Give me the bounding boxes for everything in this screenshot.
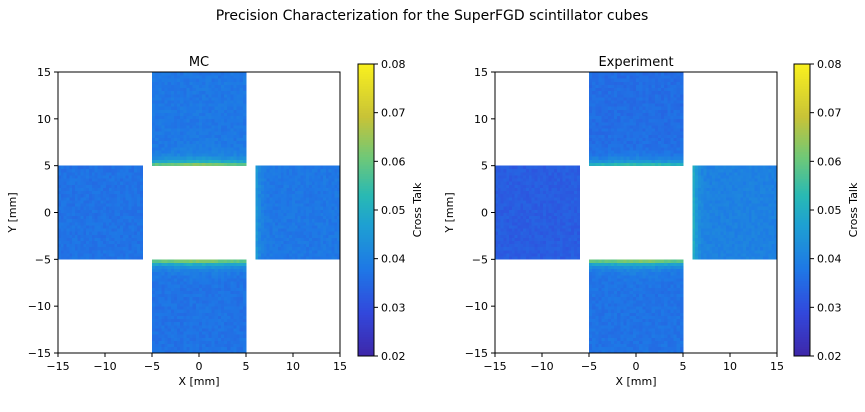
y-axis-label: Y [mm] — [443, 192, 456, 233]
x-tick-label: 5 — [680, 360, 687, 373]
colorbar: 0.02 0.03 0.04 0.05 0.06 0.07 0.08 Cross Talk — [793, 58, 860, 363]
y-tick-label: 0 — [44, 207, 51, 220]
x-tick-label: −10 — [530, 360, 553, 373]
colorbar-label: Cross Talk — [847, 182, 860, 237]
heatmap-region-bottom — [589, 259, 684, 354]
x-tick-label: 5 — [243, 360, 250, 373]
colorbar-tick-label: 0.04 — [817, 253, 842, 266]
y-tick-label: 10 — [474, 113, 488, 126]
colorbar-tick-label: 0.07 — [817, 107, 842, 120]
x-axis-label: X [mm] — [178, 375, 219, 388]
y-tick-label: −10 — [465, 300, 488, 313]
y-tick-label: 15 — [474, 66, 488, 79]
y-tick-label: 10 — [37, 113, 51, 126]
x-tick-label: 10 — [286, 360, 300, 373]
y-tick-label: −15 — [28, 347, 51, 360]
colorbar-tick-label: 0.03 — [381, 301, 406, 314]
heatmap-region-left — [495, 165, 580, 260]
heatmap-region-left — [58, 165, 143, 260]
chart-panel-1: Experiment −15 −10 −5 0 5 10 15 −15 −10 −5 0 5 10 15 X … — [443, 55, 860, 388]
colorbar-tick-label: 0.06 — [381, 155, 406, 168]
colorbar-tick-label: 0.05 — [381, 204, 406, 217]
colorbar-tick-label: 0.08 — [817, 58, 842, 71]
y-tick-label: 15 — [37, 66, 51, 79]
x-tick-label: −5 — [144, 360, 160, 373]
heatmap-region-right — [692, 165, 778, 260]
y-tick-label: 0 — [481, 207, 488, 220]
colorbar-tick-label: 0.08 — [381, 58, 406, 71]
x-tick-label: −15 — [483, 360, 506, 373]
y-tick-label: −10 — [28, 300, 51, 313]
colorbar-tick-label: 0.06 — [817, 155, 842, 168]
y-tick-label: 5 — [44, 160, 51, 173]
y-tick-label: −5 — [35, 253, 51, 266]
heatmap-region-bottom — [152, 259, 247, 354]
x-tick-label: 15 — [770, 360, 784, 373]
x-tick-label: −5 — [581, 360, 597, 373]
x-tick-label: 10 — [723, 360, 737, 373]
x-tick-label: 0 — [633, 360, 640, 373]
y-tick-label: −5 — [472, 253, 488, 266]
heatmap-region-top — [589, 72, 684, 167]
heatmap-region-top — [152, 72, 247, 167]
x-tick-label: −15 — [46, 360, 69, 373]
colorbar-label: Cross Talk — [411, 182, 424, 237]
x-axis-label: X [mm] — [615, 375, 656, 388]
figure-title: Precision Characterization for the Super… — [216, 8, 649, 24]
colorbar-tick-label: 0.03 — [817, 301, 842, 314]
x-tick-label: 15 — [333, 360, 347, 373]
panel-title: Experiment — [598, 55, 673, 70]
chart-panel-0: MC −15 −10 −5 0 5 10 15 −15 −10 −5 0 5 10 15 X [mm] Y [m… — [6, 55, 424, 388]
colorbar-tick-label: 0.05 — [817, 204, 842, 217]
colorbar-tick-label: 0.02 — [817, 350, 842, 363]
colorbar-tick-label: 0.07 — [381, 107, 406, 120]
colorbar-tick-label: 0.02 — [381, 350, 406, 363]
y-tick-label: −15 — [465, 347, 488, 360]
y-axis-label: Y [mm] — [6, 192, 19, 233]
x-tick-label: 0 — [196, 360, 203, 373]
colorbar-tick-label: 0.04 — [381, 253, 406, 266]
panel-title: MC — [189, 55, 209, 70]
colorbar: 0.02 0.03 0.04 0.05 0.06 0.07 0.08 Cross Talk — [357, 58, 424, 363]
x-tick-label: −10 — [93, 360, 116, 373]
y-tick-label: 5 — [481, 160, 488, 173]
heatmap-region-right — [255, 165, 341, 260]
